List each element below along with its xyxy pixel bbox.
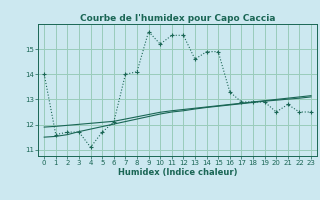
X-axis label: Humidex (Indice chaleur): Humidex (Indice chaleur) <box>118 168 237 177</box>
Title: Courbe de l'humidex pour Capo Caccia: Courbe de l'humidex pour Capo Caccia <box>80 14 275 23</box>
